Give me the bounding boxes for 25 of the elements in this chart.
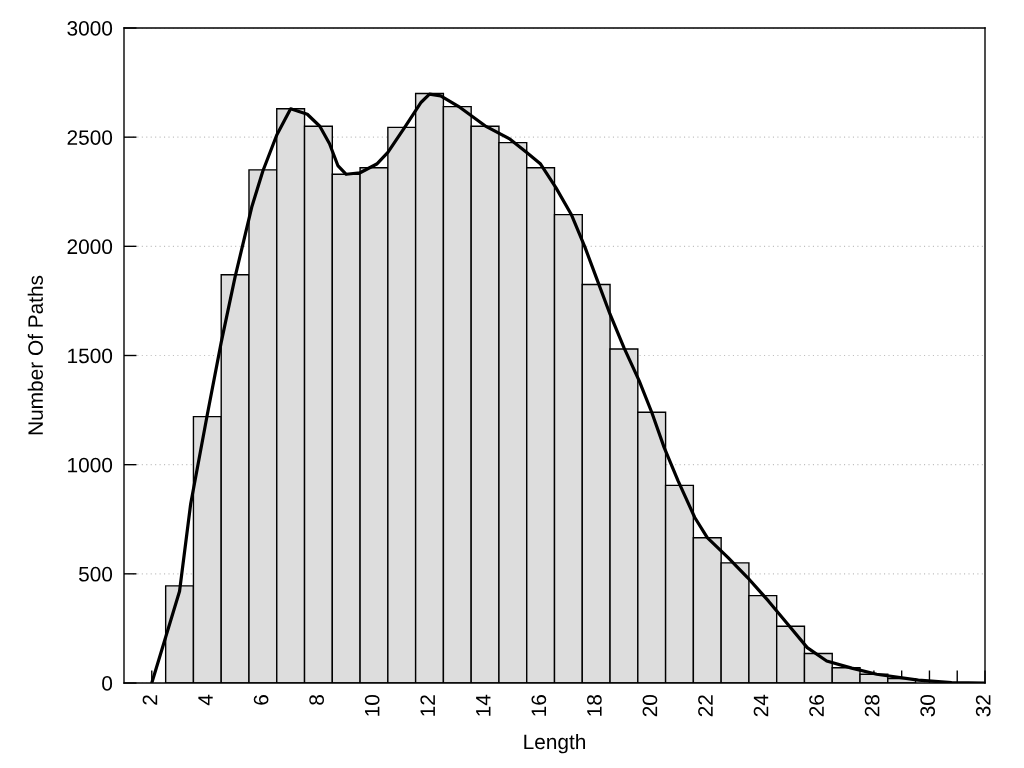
x-tick-label: 32 — [975, 695, 991, 717]
x-tick-label: 26 — [809, 695, 824, 717]
y-tick-label: 3000 — [67, 21, 113, 36]
x-axis-title: Length — [524, 733, 586, 754]
x-tick-label: 8 — [309, 695, 325, 705]
x-tick-label: 20 — [642, 694, 658, 717]
x-tick-label: 16 — [531, 695, 547, 716]
x-tick-label: 30 — [920, 694, 936, 717]
x-tick-label: 18 — [587, 695, 602, 716]
y-tick-label: 500 — [78, 566, 113, 582]
x-tick-label: 14 — [476, 694, 491, 716]
y-tick-label: 2000 — [67, 239, 113, 255]
y-tick-label: 2500 — [67, 130, 113, 145]
x-tick-label: 10 — [364, 694, 380, 716]
y-tick-label: 0 — [102, 676, 113, 691]
x-tick-label: 6 — [253, 695, 269, 705]
x-tick-label: 22 — [698, 695, 713, 717]
x-tick-label: 28 — [864, 695, 880, 717]
y-tick-label: 1000 — [68, 457, 113, 473]
x-tick-label: 12 — [420, 695, 435, 716]
y-axis-title: Number Of Paths — [27, 275, 43, 435]
x-tick-label: 4 — [198, 694, 213, 706]
x-tick-label: 24 — [753, 694, 769, 717]
y-tick-label: 1500 — [68, 348, 113, 364]
x-tick-label: 2 — [142, 695, 158, 705]
